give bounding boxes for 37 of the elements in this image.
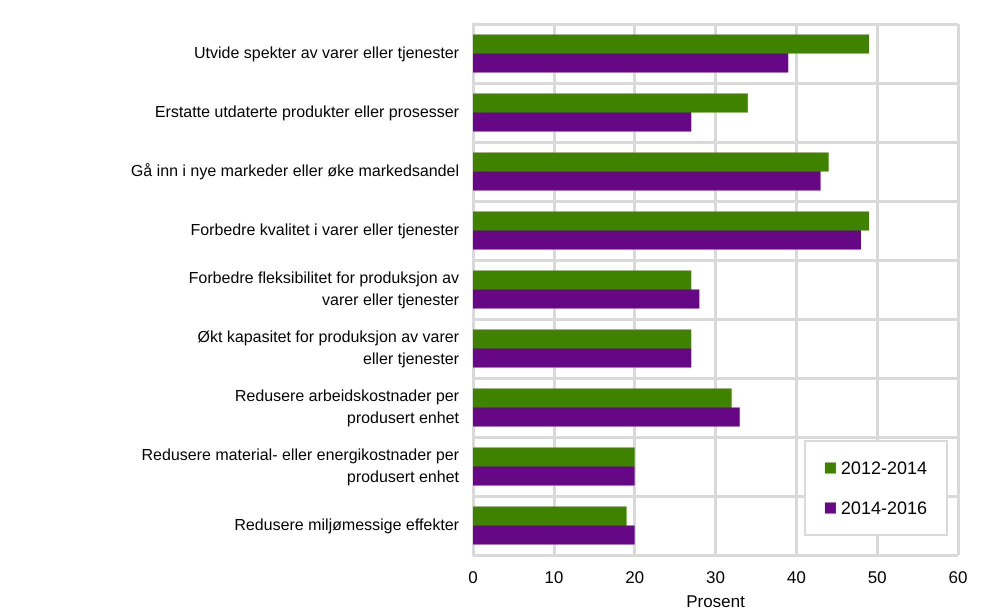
legend-label: 2012-2014 — [840, 458, 928, 478]
x-tick-label: 30 — [706, 568, 725, 587]
x-tick-label: 0 — [468, 568, 478, 587]
y-tick-label: Gå inn i nye markeder eller øke markedsandel — [130, 163, 459, 180]
x-tick-label: 40 — [786, 568, 806, 587]
bar — [473, 348, 692, 368]
bar — [473, 448, 635, 466]
bar — [473, 270, 692, 290]
y-tick-label: Utvide spekter av varer eller tjenester — [194, 45, 460, 62]
x-tick-label: 10 — [544, 568, 564, 587]
x-axis-title: Prosent — [686, 592, 746, 611]
bar — [473, 112, 692, 132]
x-tick-label: 50 — [868, 568, 887, 587]
y-tick-label: Økt kapasitet for produksjon av varer eller tjenester — [198, 329, 460, 368]
bar — [473, 388, 732, 408]
bar — [473, 54, 788, 72]
bar — [473, 290, 700, 308]
bar — [473, 230, 861, 250]
y-tick-label: Redusere material- eller energikostnader per produsert enhet — [142, 447, 460, 486]
bar — [473, 526, 635, 544]
y-tick-label: Redusere arbeidskostnader per produsert enhet — [234, 388, 460, 427]
bar — [473, 466, 635, 486]
bar — [473, 330, 692, 348]
x-tick-label: 60 — [948, 568, 968, 587]
y-tick-label: Forbedre fleksibilitet for produksjon av varer eller tjenester — [188, 270, 460, 309]
bar — [473, 172, 821, 190]
legend-label: 2014-2016 — [840, 498, 928, 518]
x-tick-label: 20 — [625, 568, 644, 587]
y-tick-label: Erstatte utdaterte produkter eller prosesser — [154, 104, 460, 121]
bar — [473, 408, 740, 426]
y-tick-label: Redusere miljømessige effekter — [234, 517, 460, 534]
bar — [473, 506, 627, 526]
bar — [473, 94, 748, 112]
bar — [473, 34, 870, 54]
bar — [473, 152, 829, 172]
bar — [473, 212, 870, 230]
y-tick-label: Forbedre kvalitet i varer eller tjenester — [190, 222, 460, 239]
